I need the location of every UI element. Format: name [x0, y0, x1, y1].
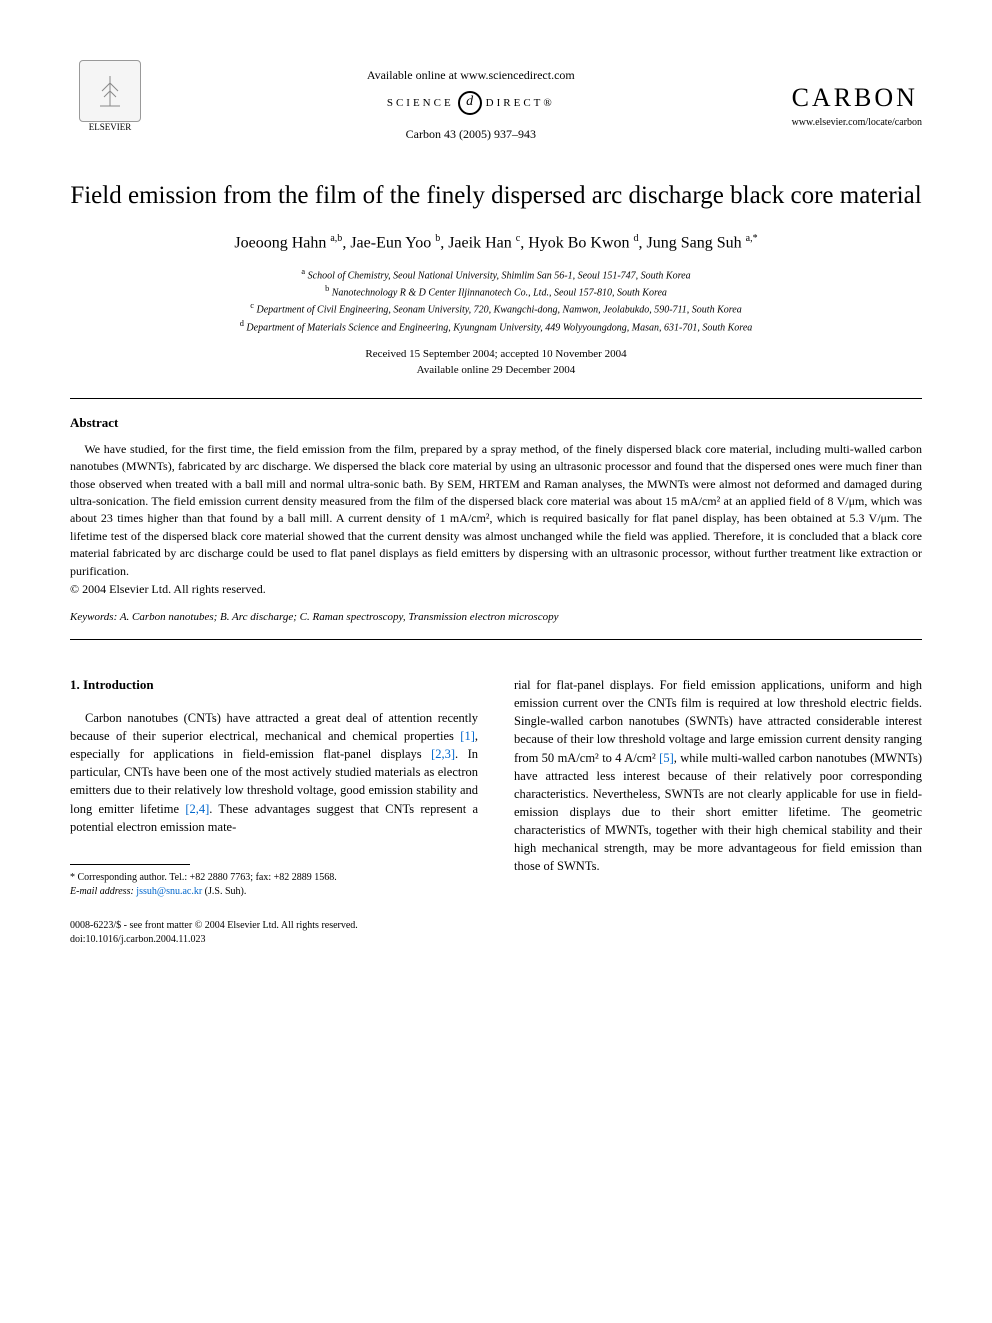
sciencedirect-logo: SCIENCE d DIRECT®: [150, 91, 792, 115]
left-column: 1. Introduction Carbon nanotubes (CNTs) …: [70, 676, 478, 947]
affiliation-b: b Nanotechnology R & D Center Iljinnanot…: [70, 283, 922, 300]
footer-line1: 0008-6223/$ - see front matter © 2004 El…: [70, 919, 478, 933]
sd-circle-icon: d: [458, 91, 482, 115]
elsevier-tree-icon: [79, 60, 141, 122]
abstract-heading: Abstract: [70, 415, 922, 431]
intro-para-right: rial for flat-panel displays. For field …: [514, 676, 922, 875]
email-address[interactable]: jssuh@snu.ac.kr: [136, 886, 202, 897]
affiliation-a: a School of Chemistry, Seoul National Un…: [70, 266, 922, 283]
journal-reference: Carbon 43 (2005) 937–943: [150, 127, 792, 142]
corresponding-author: * Corresponding author. Tel.: +82 2880 7…: [70, 871, 478, 885]
keywords-line: Keywords: A. Carbon nanotubes; B. Arc di…: [70, 611, 922, 623]
paper-title: Field emission from the film of the fine…: [70, 180, 922, 213]
sd-left: SCIENCE: [387, 97, 454, 109]
right-column: rial for flat-panel displays. For field …: [514, 676, 922, 947]
intro-para-left: Carbon nanotubes (CNTs) have attracted a…: [70, 709, 478, 836]
abstract-copyright: © 2004 Elsevier Ltd. All rights reserved…: [70, 582, 922, 597]
keywords-text: A. Carbon nanotubes; B. Arc discharge; C…: [117, 611, 558, 623]
header-center: Available online at www.sciencedirect.co…: [150, 68, 792, 142]
received-date: Received 15 September 2004; accepted 10 …: [70, 347, 922, 362]
rule-bottom: [70, 639, 922, 640]
email-label: E-mail address:: [70, 886, 134, 897]
keywords-label: Keywords:: [70, 611, 117, 623]
two-column-body: 1. Introduction Carbon nanotubes (CNTs) …: [70, 676, 922, 947]
footnote-block: * Corresponding author. Tel.: +82 2880 7…: [70, 871, 478, 899]
footer-line2: doi:10.1016/j.carbon.2004.11.023: [70, 933, 478, 947]
authors-line: Joeoong Hahn a,b, Jae-Eun Yoo b, Jaeik H…: [70, 233, 922, 252]
email-line: E-mail address: jssuh@snu.ac.kr (J.S. Su…: [70, 885, 478, 899]
available-online-text: Available online at www.sciencedirect.co…: [150, 68, 792, 83]
email-suffix: (J.S. Suh).: [202, 886, 246, 897]
footnote-rule: [70, 864, 190, 865]
section-1-heading: 1. Introduction: [70, 676, 478, 695]
journal-branding: CARBON www.elsevier.com/locate/carbon: [792, 83, 922, 128]
journal-logo: CARBON: [792, 83, 922, 113]
dates-block: Received 15 September 2004; accepted 10 …: [70, 347, 922, 378]
sd-right: DIRECT®: [486, 97, 555, 109]
header-row: ELSEVIER Available online at www.science…: [70, 60, 922, 150]
elsevier-text: ELSEVIER: [89, 122, 132, 132]
paper-page: ELSEVIER Available online at www.science…: [0, 0, 992, 987]
affiliation-c: c Department of Civil Engineering, Seona…: [70, 300, 922, 317]
footer-block: 0008-6223/$ - see front matter © 2004 El…: [70, 919, 478, 947]
journal-url: www.elsevier.com/locate/carbon: [792, 117, 922, 128]
abstract-body: We have studied, for the first time, the…: [70, 441, 922, 580]
online-date: Available online 29 December 2004: [70, 363, 922, 378]
affiliations-block: a School of Chemistry, Seoul National Un…: [70, 266, 922, 335]
affiliation-d: d Department of Materials Science and En…: [70, 318, 922, 335]
elsevier-logo: ELSEVIER: [70, 60, 150, 150]
rule-top: [70, 398, 922, 399]
